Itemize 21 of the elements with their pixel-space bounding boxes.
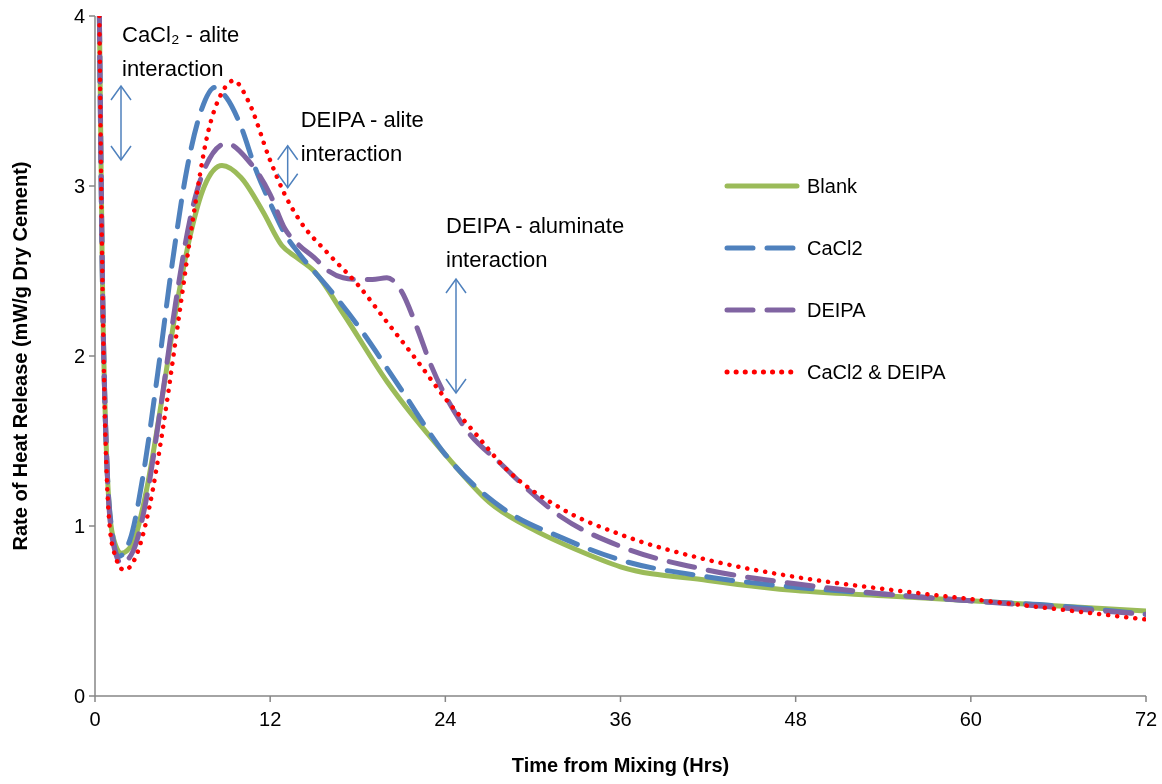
x-tick-label: 12 bbox=[259, 708, 282, 730]
y-tick-label: 2 bbox=[73, 345, 85, 367]
annotation: DEIPA - alite interaction bbox=[300, 106, 424, 166]
legend-label: DEIPA bbox=[807, 299, 867, 321]
x-tick-label: 24 bbox=[434, 708, 457, 730]
x-axis-title: Time from Mixing (Hrs) bbox=[511, 754, 730, 776]
y-tick-label: 4 bbox=[73, 5, 85, 27]
annotation: DEIPA - aluminate interaction bbox=[446, 213, 625, 272]
x-tick-label: 72 bbox=[1134, 708, 1158, 730]
y-tick-label: 0 bbox=[73, 685, 85, 707]
annotation: CaCl₂ - alite interaction bbox=[122, 22, 240, 81]
legend-label: CaCl2 bbox=[807, 237, 863, 259]
legend-label: CaCl2 & DEIPA bbox=[807, 361, 947, 383]
x-tick-label: 48 bbox=[784, 708, 807, 730]
y-tick-label: 3 bbox=[73, 175, 85, 197]
y-tick-label: 1 bbox=[73, 515, 85, 537]
y-axis-title: Rate of Heat Release (mW/g Dry Cement) bbox=[9, 161, 31, 551]
x-tick-label: 60 bbox=[959, 708, 982, 730]
legend-label: Blank bbox=[807, 175, 859, 197]
x-tick-label: 36 bbox=[609, 708, 632, 730]
x-tick-label: 0 bbox=[89, 708, 101, 730]
